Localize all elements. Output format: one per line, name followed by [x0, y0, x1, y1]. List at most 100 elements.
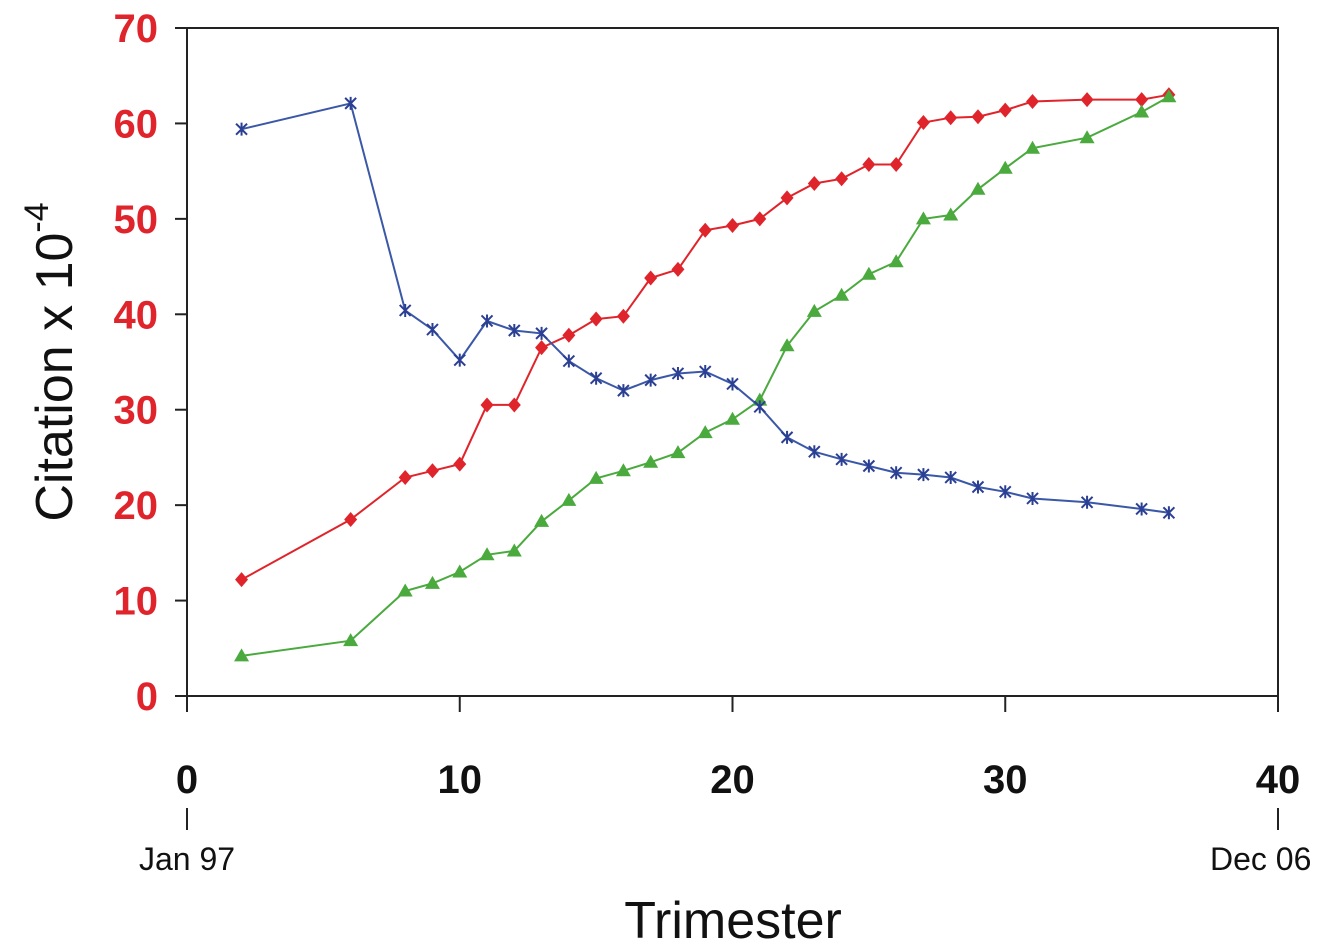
data-point: [999, 485, 1012, 499]
data-point: [1026, 491, 1039, 505]
data-point: [780, 430, 794, 444]
data-point: [670, 445, 686, 459]
data-point: [534, 513, 550, 527]
plot-frame: [186, 27, 1279, 697]
data-point: [971, 480, 985, 494]
y-tick-label: 20: [114, 484, 159, 528]
data-point: [426, 323, 439, 337]
data-point: [1080, 92, 1094, 108]
series-line: [241, 93, 1170, 581]
x-start-marker: Jan 97: [139, 808, 235, 877]
data-point: [862, 156, 876, 172]
data-point: [1025, 140, 1041, 154]
x-start-label: Jan 97: [139, 841, 235, 877]
data-point: [508, 324, 521, 338]
data-point: [344, 96, 357, 110]
data-point: [344, 511, 358, 527]
data-point: [970, 181, 986, 195]
data-point: [425, 463, 439, 479]
data-point: [753, 211, 767, 227]
data-point: [861, 266, 877, 280]
data-point: [343, 633, 359, 647]
y-axis: 0 10 20 30 40 50 60 70: [114, 7, 187, 719]
data-point: [562, 354, 576, 368]
y-tick-label: 60: [114, 102, 159, 146]
data-point: [615, 463, 631, 477]
data-point: [424, 575, 440, 589]
data-point: [889, 466, 903, 480]
data-point: [834, 287, 850, 301]
data-point: [916, 114, 930, 130]
series-line: [241, 102, 1170, 514]
data-point: [561, 492, 577, 506]
data-point: [479, 547, 495, 561]
data-point: [917, 468, 930, 482]
data-point: [452, 564, 468, 578]
data-point: [480, 314, 494, 328]
data-point: [1080, 495, 1094, 509]
data-point: [1135, 92, 1149, 108]
data-point: [1134, 104, 1150, 118]
data-point: [671, 261, 685, 277]
y-tick-label: 30: [114, 389, 159, 433]
data-point: [398, 303, 412, 317]
data-point: [1079, 130, 1095, 144]
data-point: [644, 270, 658, 286]
data-point: [835, 452, 848, 466]
data-point: [889, 156, 903, 172]
series-layer: [234, 87, 1177, 662]
x-tick-label: 30: [983, 758, 1028, 802]
data-point: [944, 110, 958, 126]
data-point: [589, 311, 603, 327]
data-point: [808, 445, 821, 459]
y-tick-label: 0: [136, 675, 158, 719]
data-point: [235, 572, 249, 588]
y-axis-title-group: Citation x 10-4: [18, 202, 84, 521]
series-asterisk: [235, 96, 1176, 520]
data-point: [699, 365, 712, 379]
data-point: [806, 303, 822, 317]
data-point: [1162, 506, 1176, 520]
series-diamond: [235, 87, 1176, 588]
data-point: [998, 102, 1012, 118]
data-point: [644, 373, 657, 387]
y-axis-title: Citation x 10-4: [18, 202, 84, 521]
y-tick-label: 50: [114, 198, 159, 242]
data-point: [725, 411, 740, 425]
data-point: [234, 648, 250, 662]
x-tick-label: 0: [176, 758, 198, 802]
data-point: [697, 425, 713, 439]
data-point: [643, 454, 659, 468]
data-point: [780, 190, 794, 206]
y-tick-label: 40: [114, 293, 159, 337]
data-point: [726, 377, 739, 391]
x-axis-title: Trimester: [624, 892, 842, 948]
data-point: [915, 211, 931, 225]
data-point: [943, 207, 959, 221]
data-point: [779, 338, 795, 352]
data-point: [453, 456, 467, 472]
y-axis-title-text: Citation x 10: [26, 233, 84, 522]
data-point: [807, 176, 821, 192]
data-point: [506, 543, 522, 557]
series-triangle: [234, 89, 1177, 662]
data-point: [535, 326, 548, 340]
y-tick-label: 70: [114, 7, 159, 51]
data-point: [1026, 93, 1040, 109]
data-point: [535, 340, 549, 356]
data-point: [698, 222, 712, 238]
y-tick-label: 10: [114, 580, 159, 624]
data-point: [835, 171, 849, 187]
data-point: [562, 327, 576, 343]
data-point: [888, 254, 904, 268]
data-point: [671, 366, 685, 380]
y-axis-title-exponent: -4: [18, 202, 56, 232]
data-point: [589, 371, 603, 385]
x-tick-label: 10: [438, 758, 483, 802]
data-point: [588, 470, 604, 484]
data-point: [971, 109, 985, 125]
data-point: [862, 459, 876, 473]
x-tick-label: 40: [1256, 758, 1301, 802]
data-point: [453, 353, 466, 367]
